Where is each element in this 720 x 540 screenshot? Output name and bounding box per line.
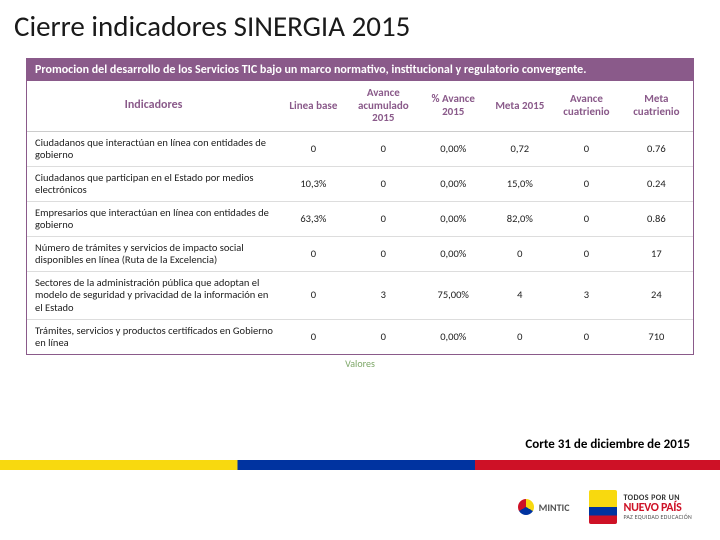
cell-indicator: Trámites, servicios y productos certific… [27,319,280,354]
footer-logos: MINTIC TODOS POR UN NUEVO PAÍS PAZ EQUID… [518,490,692,524]
col-meta-cuatrienio: Meta cuatrienio [620,81,693,131]
cell-lb: 0 [280,319,347,354]
values-caption: Valores [0,357,720,370]
cell-pa: 0,00% [420,167,487,202]
cell-aa: 0 [347,131,420,166]
cell-pa: 75,00% [420,272,487,319]
cell-indicator: Ciudadanos que interactúan en línea con … [27,131,280,166]
cell-mc: 24 [620,272,693,319]
cell-indicator: Empresarios que interactúan en línea con… [27,202,280,237]
page-title: Cierre indicadores SINERGIA 2015 [0,0,720,58]
table-row: Sectores de la administración pública qu… [27,272,693,319]
table-group-header: Promocion del desarrollo de los Servicio… [27,59,693,81]
col-indicadores: Indicadores [27,81,280,131]
cell-m2015: 0,72 [487,131,554,166]
cell-ac: 0 [553,131,620,166]
cell-lb: 0 [280,272,347,319]
cell-m2015: 82,0% [487,202,554,237]
table-row: Número de trámites y servicios de impact… [27,237,693,272]
cell-indicator: Sectores de la administración pública qu… [27,272,280,319]
cell-aa: 0 [347,319,420,354]
cell-m2015: 0 [487,319,554,354]
indicator-table-container: Promocion del desarrollo de los Servicio… [26,58,694,355]
nuevo-pais-logo: TODOS POR UN NUEVO PAÍS PAZ EQUIDAD EDUC… [589,490,692,524]
cell-pa: 0,00% [420,131,487,166]
cell-pa: 0,00% [420,202,487,237]
nuevo-pais-text: TODOS POR UN NUEVO PAÍS PAZ EQUIDAD EDUC… [623,494,692,520]
cell-mc: 0.76 [620,131,693,166]
cell-m2015: 15,0% [487,167,554,202]
cell-ac: 0 [553,167,620,202]
table-header-row: Indicadores Linea base Avance acumulado … [27,81,693,131]
tricolor-divider [0,460,720,470]
cell-mc: 17 [620,237,693,272]
col-avance-acum: Avance acumulado 2015 [347,81,420,131]
cell-lb: 0 [280,237,347,272]
mintic-mark-icon [518,499,534,515]
cell-mc: 0.24 [620,167,693,202]
cell-m2015: 0 [487,237,554,272]
cell-m2015: 4 [487,272,554,319]
mintic-logo: MINTIC [518,499,570,515]
cell-aa: 0 [347,237,420,272]
cell-aa: 0 [347,167,420,202]
table-row: Ciudadanos que participan en el Estado p… [27,167,693,202]
col-meta-2015: Meta 2015 [487,81,554,131]
table-row: Ciudadanos que interactúan en línea con … [27,131,693,166]
col-avance-cuatrienio: Avance cuatrienio [553,81,620,131]
cell-mc: 710 [620,319,693,354]
indicator-table: Indicadores Linea base Avance acumulado … [27,81,693,354]
col-pct-avance: % Avance 2015 [420,81,487,131]
cell-ac: 0 [553,202,620,237]
cell-aa: 0 [347,202,420,237]
cell-lb: 63,3% [280,202,347,237]
corte-date-label: Corte 31 de diciembre de 2015 [525,437,690,452]
cell-ac: 0 [553,319,620,354]
cell-ac: 0 [553,237,620,272]
mintic-text: MINTIC [539,501,570,514]
cell-indicator: Ciudadanos que participan en el Estado p… [27,167,280,202]
cell-lb: 10,3% [280,167,347,202]
cell-indicator: Número de trámites y servicios de impact… [27,237,280,272]
cell-pa: 0,00% [420,319,487,354]
table-row: Empresarios que interactúan en línea con… [27,202,693,237]
cell-mc: 0.86 [620,202,693,237]
cell-lb: 0 [280,131,347,166]
flag-icon [589,490,617,524]
np-line3: PAZ EQUIDAD EDUCACIÓN [623,514,692,520]
cell-pa: 0,00% [420,237,487,272]
table-body: Ciudadanos que interactúan en línea con … [27,131,693,353]
cell-ac: 3 [553,272,620,319]
table-row: Trámites, servicios y productos certific… [27,319,693,354]
cell-aa: 3 [347,272,420,319]
col-linea-base: Linea base [280,81,347,131]
